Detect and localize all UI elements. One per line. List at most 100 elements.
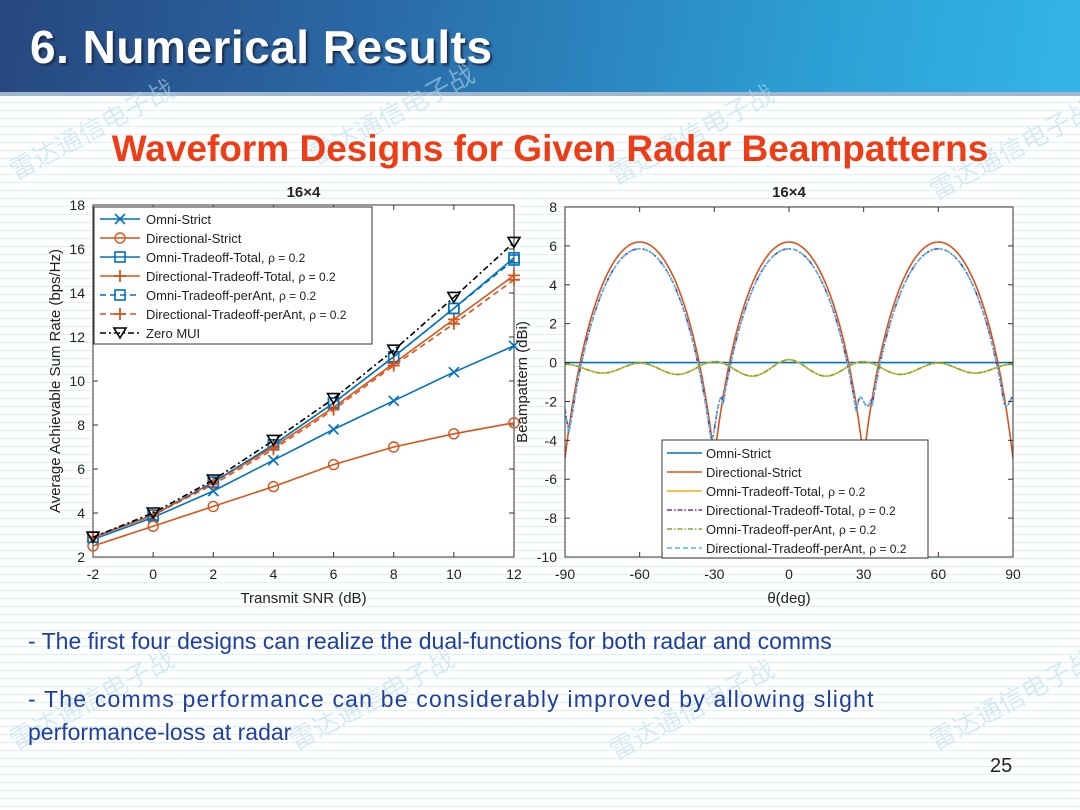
legend-box <box>661 439 929 559</box>
legend-label: Directional-Tradeoff-Total, ρ = 0.2 <box>146 269 336 284</box>
data-point <box>508 417 520 429</box>
slide-subtitle: Waveform Designs for Given Radar Beampat… <box>111 128 989 169</box>
series-line <box>92 345 515 541</box>
bullet-dual-function: - The first four designs can realize the… <box>28 628 832 654</box>
data-point <box>85 531 101 544</box>
x-tick-label: -60 <box>630 566 650 582</box>
legend-label: Omni-Strict <box>706 446 771 461</box>
legend-label: Omni-Tradeoff-Total, ρ = 0.2 <box>146 250 306 265</box>
beampattern-chart: -90 -60 -30 0 30 60 90 -10 -8 -6 -4 -2 0 2 4 6 8 16×4 θ(de… <box>514 184 1021 607</box>
series-line-omni-ripple <box>565 358 1013 377</box>
plot-frame <box>92 204 515 558</box>
legend-label: Directional-Tradeoff-perAnt, ρ = 0.2 <box>706 541 907 556</box>
y-tick-label: 16 <box>69 241 85 257</box>
legend-marker <box>114 308 126 320</box>
y-tick-label: 4 <box>77 505 85 521</box>
legend-label: Omni-Tradeoff-Total, ρ = 0.2 <box>706 484 866 499</box>
x-tick-label: 10 <box>446 566 462 582</box>
legend-marker <box>114 213 126 225</box>
data-point <box>508 340 520 352</box>
legend-marker <box>114 251 126 263</box>
legend-label: Omni-Tradeoff-perAnt, ρ = 0.2 <box>706 522 876 537</box>
series-line <box>92 422 515 547</box>
series-zero-mui <box>85 236 522 544</box>
data-point <box>207 500 219 513</box>
data-point <box>388 395 400 407</box>
y-tick-label: -6 <box>545 471 558 487</box>
x-tick-label: 30 <box>856 566 872 582</box>
chart-title: 16×4 <box>287 184 321 201</box>
data-point <box>508 254 520 266</box>
x-tick-label: 90 <box>1005 566 1021 582</box>
y-tick-label: 8 <box>549 199 557 215</box>
y-tick-label: 2 <box>77 549 85 565</box>
data-point <box>205 474 221 487</box>
y-tick-label: 8 <box>77 417 85 433</box>
y-tick-label: -10 <box>537 549 557 565</box>
legend-label: Directional-Tradeoff-Total, ρ = 0.2 <box>706 503 896 518</box>
legend-marker <box>112 327 128 340</box>
x-tick-label: 0 <box>785 566 793 582</box>
data-point <box>448 366 460 378</box>
x-tick-label: 12 <box>506 566 522 582</box>
legend-label: Zero MUI <box>146 326 200 341</box>
series-line-directional-tradeoff <box>565 247 1013 443</box>
page-title: 6. Numerical Results <box>30 21 493 73</box>
y-tick-label: -8 <box>545 510 558 526</box>
series-line-directional <box>565 241 1013 459</box>
x-tick-label: 8 <box>390 566 398 582</box>
x-tick-label: 4 <box>270 566 278 582</box>
data-point <box>508 273 520 286</box>
x-tick-label: 60 <box>931 566 947 582</box>
y-tick-label: 14 <box>69 285 85 301</box>
chart-title: 16×4 <box>772 184 806 201</box>
data-point <box>327 458 340 471</box>
data-point <box>326 392 341 406</box>
x-tick-label: -90 <box>555 566 575 582</box>
x-axis-label: θ(deg) <box>767 590 810 607</box>
page-number: 25 <box>990 755 1013 777</box>
y-tick-label: 18 <box>69 197 85 213</box>
y-tick-label: 0 <box>549 355 557 371</box>
y-axis-label: Beampattern (dBi) <box>514 321 531 443</box>
data-point <box>327 403 340 416</box>
data-point <box>266 434 281 447</box>
bullet-comms-improvement-cont: performance-loss at radar <box>28 719 292 745</box>
legend-label: Directional-Tradeoff-perAnt, ρ = 0.2 <box>146 307 347 322</box>
y-tick-label: 12 <box>69 329 85 345</box>
y-tick-label: 6 <box>549 238 557 254</box>
x-tick-label: 6 <box>330 566 338 582</box>
data-point <box>446 291 462 304</box>
y-tick-label: 2 <box>549 316 557 332</box>
x-axis-label: Transmit SNR (dB) <box>240 590 366 607</box>
data-point <box>267 454 279 466</box>
data-point <box>388 441 400 453</box>
y-tick-label: -2 <box>545 393 558 409</box>
data-point <box>506 236 522 249</box>
legend-label: Directional-Strict <box>146 231 242 246</box>
legend-marker <box>114 270 126 282</box>
data-point <box>447 317 460 330</box>
x-tick-label: 2 <box>209 566 217 582</box>
data-point <box>386 344 402 357</box>
y-tick-label: 6 <box>77 461 85 477</box>
legend-box <box>93 206 373 345</box>
legend-label: Omni-Strict <box>146 212 211 227</box>
y-axis-label: Average Achievable Sum Rate (bps/Hz) <box>47 249 64 513</box>
legend-marker <box>114 232 126 244</box>
x-tick-label: 0 <box>149 566 157 582</box>
series-line <box>92 241 515 538</box>
data-point <box>145 507 161 520</box>
series-line <box>92 279 515 538</box>
data-point <box>387 359 400 372</box>
legend-marker <box>114 289 126 301</box>
legend-label: Directional-Strict <box>706 465 802 480</box>
x-tick-label: -30 <box>704 566 724 582</box>
header-rule <box>0 92 1080 96</box>
data-point <box>328 423 340 435</box>
legend-label: Omni-Tradeoff-perAnt, ρ = 0.2 <box>146 288 316 303</box>
y-tick-label: 4 <box>549 277 557 293</box>
sum-rate-chart: -2 0 2 4 6 8 10 12 2 4 6 8 10 12 14 16 18 16×4 Transmit SN… <box>47 184 522 607</box>
bullet-comms-improvement: - The comms performance can be considera… <box>28 686 875 712</box>
